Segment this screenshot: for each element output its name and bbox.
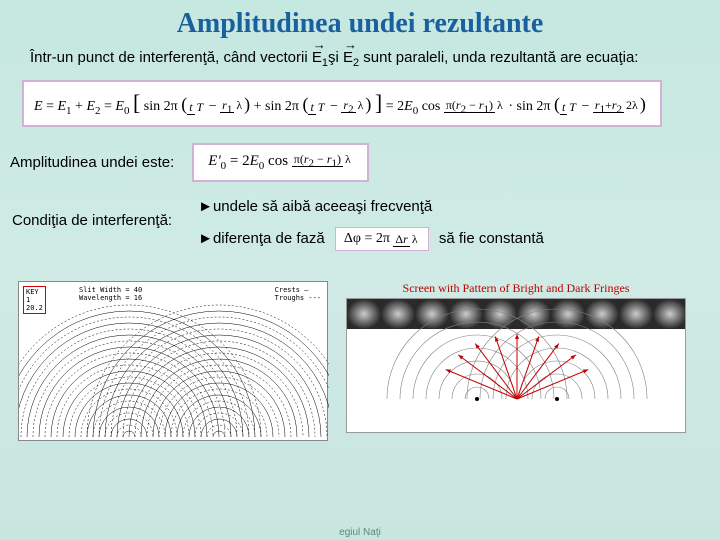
fig-left-legend: Crests — Troughs --- (275, 286, 321, 302)
intro-mid: şi (328, 49, 343, 66)
condition-item-2: ►diferenţa de fază Δφ = 2π Δrλ să fie co… (198, 227, 544, 251)
intro-pre: Într-un punct de interferenţă, când vect… (30, 49, 312, 66)
main-equation: E = E1 + E2 = E0 [ sin 2π (tT − r1λ) + s… (22, 80, 662, 127)
cond2-pre: ►diferenţa de fază (198, 230, 325, 247)
intro-paragraph: Într-un punct de interferenţă, când vect… (0, 40, 720, 74)
amplitude-label: Amplitudinea undei este: (10, 154, 174, 171)
cond2-post: să fie constantă (439, 230, 544, 247)
intro-post: sunt paraleli, unda rezultantă are ecuaţ… (363, 49, 638, 66)
condition-label: Condiţia de interferenţă: (12, 198, 172, 229)
figure-fringes: Screen with Pattern of Bright and Dark F… (346, 281, 686, 438)
sub-2: 2 (353, 57, 359, 69)
condition-list: ►undele să aibă aceeaşi frecvenţă ►difer… (198, 198, 544, 263)
fringe-svg (346, 298, 686, 433)
footer-fragment: egiul Naţi (339, 527, 381, 538)
condition-item-1: ►undele să aibă aceeaşi frecvenţă (198, 198, 544, 215)
vector-e1: E (312, 48, 322, 68)
title-text: Amplitudinea undei rezultante (177, 8, 544, 39)
fig-left-desc: Slit Width = 40 Wavelength = 16 (79, 286, 142, 302)
fig-right-title: Screen with Pattern of Bright and Dark F… (346, 281, 686, 296)
page-title: Amplitudinea undei rezultante (0, 0, 720, 40)
fig-left-meta: KEY 1 20.2 (23, 286, 46, 314)
amplitude-equation: E'0 = 2E0 cos π(r2 − r1)λ (192, 143, 369, 182)
ripple-svg (19, 282, 329, 442)
figure-ripple: KEY 1 20.2 Slit Width = 40 Wavelength = … (18, 281, 328, 441)
amplitude-row: Amplitudinea undei este: E'0 = 2E0 cos π… (0, 137, 720, 192)
figures-row: KEY 1 20.2 Slit Width = 40 Wavelength = … (0, 273, 720, 449)
phase-equation: Δφ = 2π Δrλ (335, 227, 429, 251)
vector-e2: E (343, 48, 353, 68)
condition-row: Condiţia de interferenţă: ►undele să aib… (0, 192, 720, 273)
